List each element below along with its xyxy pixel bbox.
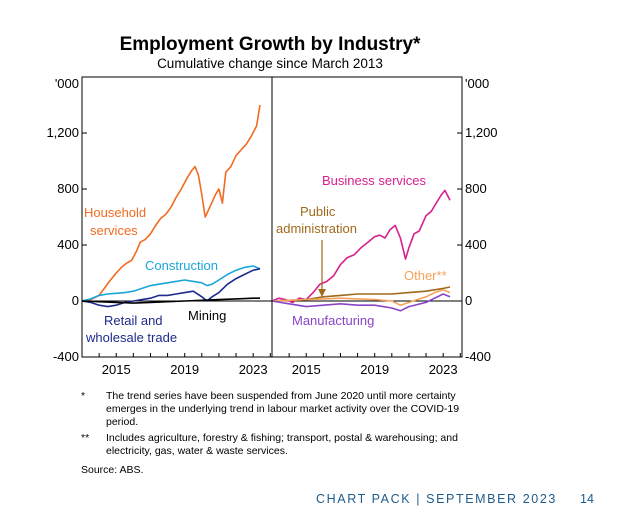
series-line-retail-and-wholesale-trade — [81, 268, 261, 308]
series-label: Household — [84, 205, 146, 220]
x-tick-label: 2023 — [239, 362, 268, 377]
series-line-household-services — [81, 104, 261, 302]
series-label: Mining — [188, 308, 226, 323]
page-number: 14 — [580, 492, 594, 506]
annotation-arrow-head — [318, 289, 326, 297]
footnote-1-text: The trend series have been suspended fro… — [106, 390, 460, 428]
y-tick-label-left: 1,200 — [46, 125, 79, 140]
series-label: services — [90, 223, 138, 238]
x-tick-label: 2019 — [170, 362, 199, 377]
series-line-construction — [81, 265, 261, 302]
series-label: administration — [276, 221, 357, 236]
y-tick-label-right: 1,200 — [465, 125, 498, 140]
series-label: Public — [300, 204, 336, 219]
y-tick-label-right: 800 — [465, 181, 487, 196]
series-line-other — [271, 288, 451, 307]
x-tick-label: 2019 — [360, 362, 389, 377]
y-tick-label-left: 800 — [57, 181, 79, 196]
chart-title: Employment Growth by Industry* — [119, 34, 421, 55]
footnote-2-mark: ** — [81, 432, 90, 444]
series-label: Other** — [404, 268, 447, 283]
source-note: Source: ABS. — [81, 464, 144, 476]
series-label: Construction — [145, 258, 218, 273]
y-tick-label-right: -400 — [465, 349, 491, 364]
footer-label: CHART PACK | SEPTEMBER 2023 — [316, 492, 557, 506]
series-label: Manufacturing — [292, 313, 374, 328]
y-tick-label-left: 0 — [72, 293, 79, 308]
series-line-mining — [81, 297, 260, 304]
y-tick-label-right: 400 — [465, 237, 487, 252]
series-label: wholesale trade — [85, 330, 177, 345]
series-line-manufacturing — [271, 293, 451, 312]
series-line-business-services — [271, 189, 451, 304]
x-tick-label: 2023 — [429, 362, 458, 377]
series-label: Retail and — [104, 313, 163, 328]
footnote-1-mark: * — [81, 390, 86, 402]
y-unit-label-right: '000 — [465, 76, 489, 91]
series-label: Business services — [322, 173, 427, 188]
y-unit-label-left: '000 — [55, 76, 79, 91]
footnote-2-text: Includes agriculture, forestry & fishing… — [106, 432, 458, 457]
chart-subtitle: Cumulative change since March 2013 — [157, 56, 383, 71]
y-tick-label-right: 0 — [465, 293, 472, 308]
x-tick-label: 2015 — [102, 362, 131, 377]
x-tick-label: 2015 — [292, 362, 321, 377]
y-tick-label-left: -400 — [53, 349, 79, 364]
y-tick-label-left: 400 — [57, 237, 79, 252]
